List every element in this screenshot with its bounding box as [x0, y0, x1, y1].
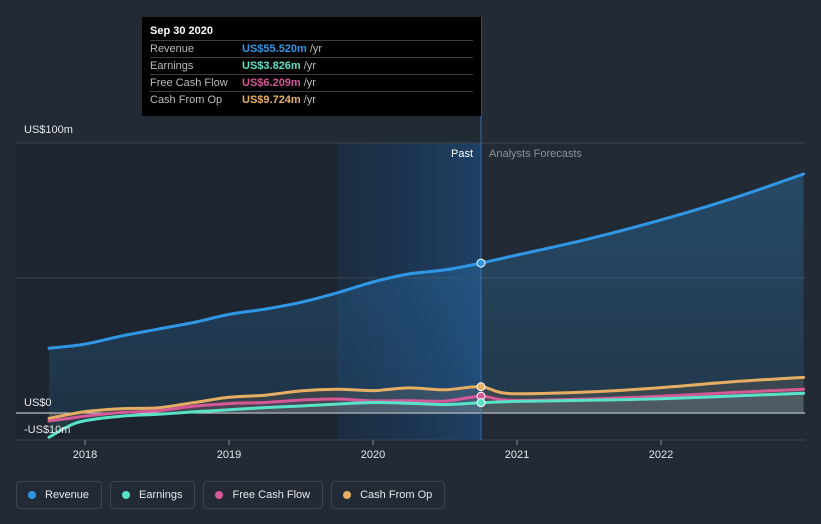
tooltip-row: Earnings US$3.826m/yr — [150, 57, 473, 74]
tooltip-row-label: Free Cash Flow — [150, 77, 228, 89]
chart-legend: Revenue Earnings Free Cash Flow Cash From O… — [16, 481, 446, 509]
legend-dot-icon — [343, 491, 352, 499]
tooltip-row-unit: /yr — [303, 60, 316, 72]
tooltip-row-label: Revenue — [150, 43, 195, 55]
legend-item-revenue[interactable]: Revenue — [16, 481, 103, 509]
x-tick-label: 2021 — [505, 449, 529, 461]
tooltip-date: Sep 30 2020 — [150, 25, 213, 37]
tooltip-row-unit: /yr — [303, 94, 316, 106]
cash-from-op-line — [47, 375, 806, 420]
legend-dot-icon — [215, 491, 224, 499]
earnings-marker — [476, 398, 486, 408]
earnings-line — [47, 391, 806, 439]
legend-item-earnings[interactable]: Earnings — [110, 481, 196, 509]
free-cash-flow-line — [47, 387, 806, 423]
tooltip-row-value: US$6.209m — [242, 77, 301, 89]
forecast-label: Analysts Forecasts — [489, 148, 582, 160]
tooltip-row-value: US$9.724m — [242, 94, 301, 106]
legend-item-label: Free Cash Flow — [232, 489, 311, 501]
tooltip-row-value: US$55.520m — [242, 43, 307, 55]
tooltip-panel: Sep 30 2020 Revenue US$55.520m/yr Earnings… — [142, 17, 481, 116]
tooltip-row-value: US$3.826m — [242, 60, 301, 72]
revenue-marker — [476, 258, 486, 268]
cash-from-op-marker — [476, 382, 486, 392]
x-tick-label: 2022 — [649, 449, 673, 461]
x-tick-label: 2018 — [73, 449, 97, 461]
legend-item-free-cash-flow[interactable]: Free Cash Flow — [203, 481, 324, 509]
x-tick-label: 2020 — [361, 449, 385, 461]
y-axis-bottom-label: -US$10m — [24, 424, 70, 436]
revenue-line — [47, 172, 806, 350]
tooltip-row: Revenue US$55.520m/yr — [150, 40, 473, 57]
y-axis-top-label: US$100m — [24, 124, 73, 136]
legend-item-label: Earnings — [139, 489, 183, 501]
tooltip-row-unit: /yr — [303, 77, 316, 89]
x-tick-label: 2019 — [217, 449, 241, 461]
earnings-area — [49, 393, 804, 438]
legend-item-label: Revenue — [45, 489, 90, 501]
y-axis-zero-label: US$0 — [24, 397, 52, 409]
legend-item-label: Cash From Op — [360, 489, 433, 501]
tooltip-row: Cash From Op US$9.724m/yr — [150, 91, 473, 108]
tooltip-row-label: Cash From Op — [150, 94, 223, 106]
tooltip-row: Free Cash Flow US$6.209m/yr — [150, 74, 473, 91]
past-label: Past — [451, 148, 473, 160]
legend-dot-icon — [122, 491, 131, 499]
legend-dot-icon — [28, 491, 36, 499]
legend-item-cash-from-op[interactable]: Cash From Op — [331, 481, 446, 509]
tooltip-row-unit: /yr — [309, 43, 323, 55]
tooltip-row-label: Earnings — [150, 60, 194, 72]
